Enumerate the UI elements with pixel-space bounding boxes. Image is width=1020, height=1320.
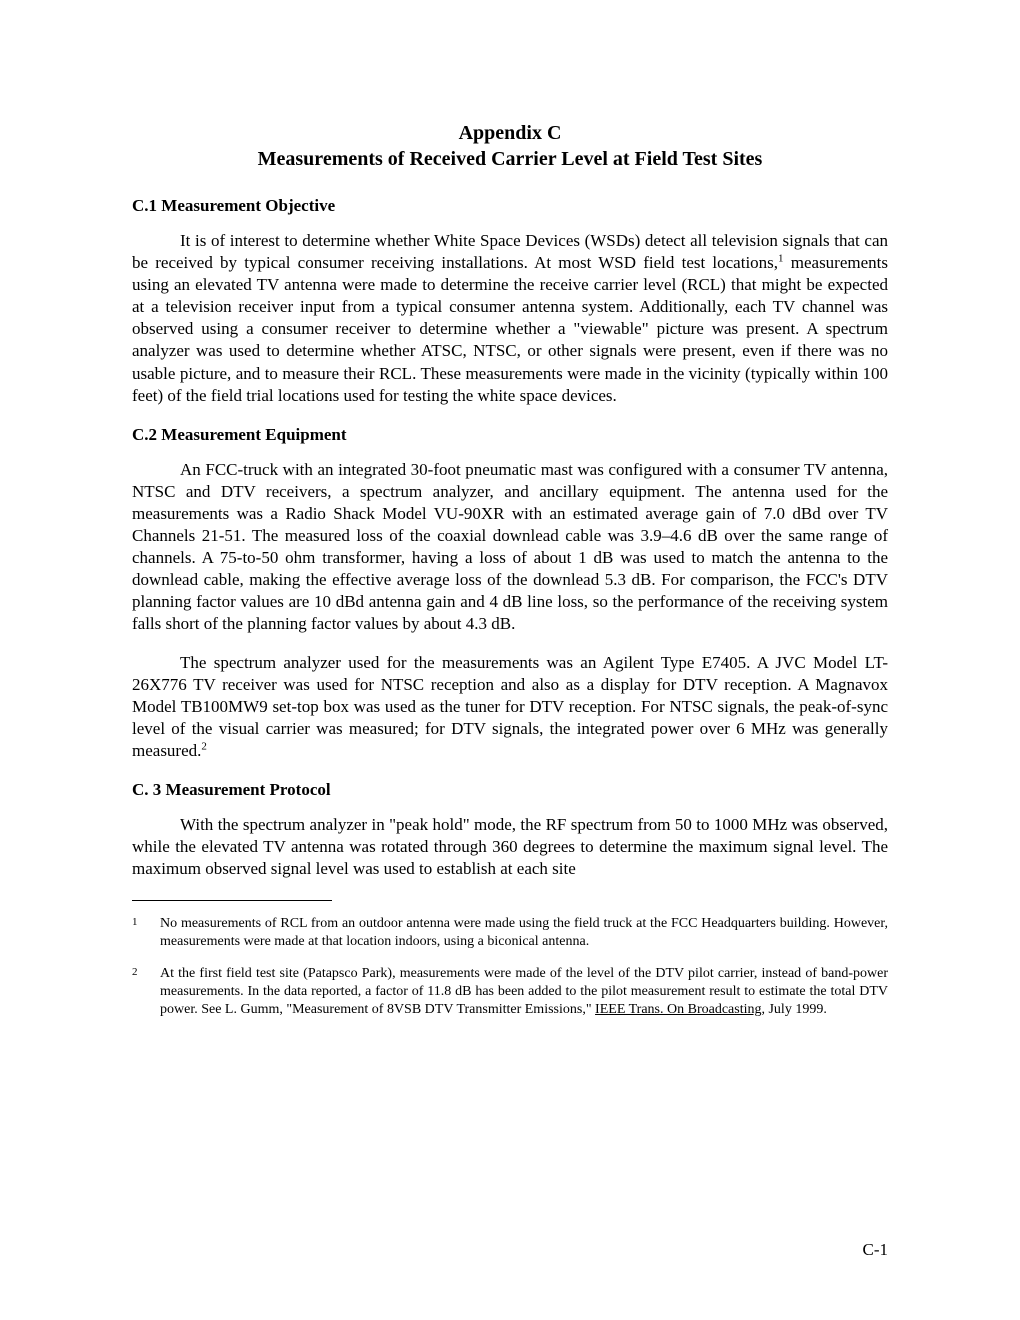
c2-p2-text: The spectrum analyzer used for the measu… bbox=[132, 653, 888, 760]
section-c1-heading: C.1 Measurement Objective bbox=[132, 196, 888, 216]
footnote-separator bbox=[132, 900, 332, 901]
title-line-1: Appendix C bbox=[132, 120, 888, 146]
section-c2-heading: C.2 Measurement Equipment bbox=[132, 425, 888, 445]
fn2-text-b: , July 1999. bbox=[761, 1002, 826, 1017]
section-c1-paragraph: It is of interest to determine whether W… bbox=[132, 230, 888, 407]
footnote-1-number: 1 bbox=[132, 915, 160, 951]
c1-text-b: measurements using an elevated TV antenn… bbox=[132, 253, 888, 405]
footnote-1: 1 No measurements of RCL from an outdoor… bbox=[132, 915, 888, 951]
footnote-marker-2: 2 bbox=[201, 740, 207, 752]
section-c2-paragraph-2: The spectrum analyzer used for the measu… bbox=[132, 652, 888, 762]
footnote-2-text: At the first field test site (Patapsco P… bbox=[160, 965, 888, 1019]
c1-text-a: It is of interest to determine whether W… bbox=[132, 231, 888, 272]
fn2-text-underline: IEEE Trans. On Broadcasting bbox=[595, 1002, 761, 1017]
document-title: Appendix C Measurements of Received Carr… bbox=[132, 120, 888, 172]
section-c3-heading: C. 3 Measurement Protocol bbox=[132, 780, 888, 800]
footnote-1-text: No measurements of RCL from an outdoor a… bbox=[160, 915, 888, 951]
section-c2-paragraph-1: An FCC-truck with an integrated 30-foot … bbox=[132, 459, 888, 636]
footnotes-block: 1 No measurements of RCL from an outdoor… bbox=[132, 915, 888, 1019]
footnote-2-number: 2 bbox=[132, 965, 160, 1019]
section-c3-paragraph-1: With the spectrum analyzer in "peak hold… bbox=[132, 814, 888, 880]
title-line-2: Measurements of Received Carrier Level a… bbox=[132, 146, 888, 172]
footnote-2: 2 At the first field test site (Patapsco… bbox=[132, 965, 888, 1019]
page-number: C-1 bbox=[863, 1240, 889, 1260]
